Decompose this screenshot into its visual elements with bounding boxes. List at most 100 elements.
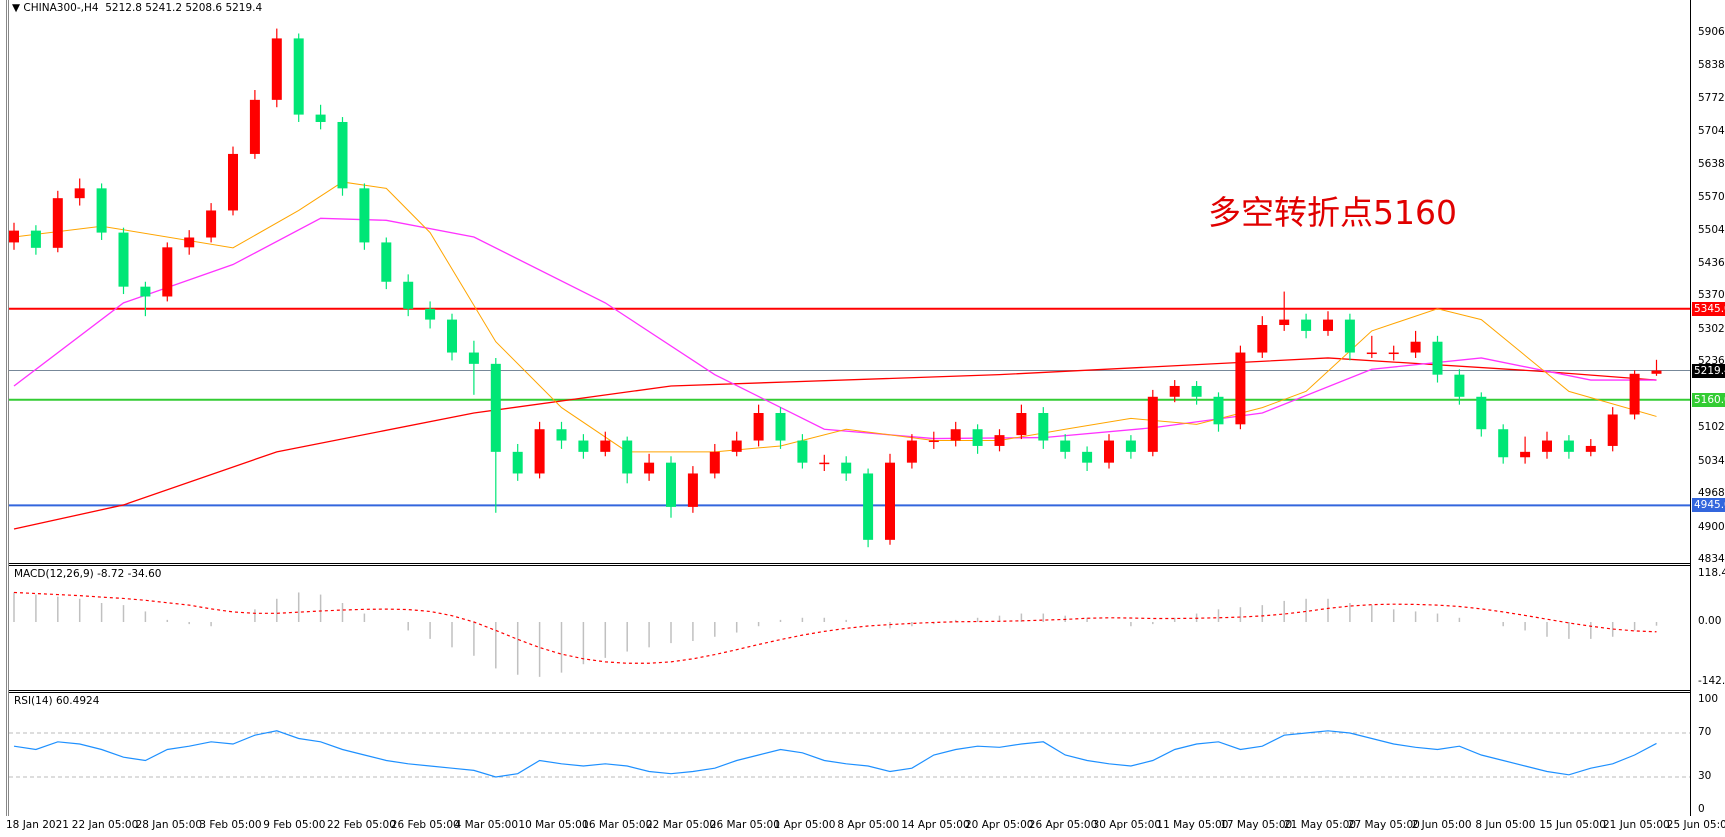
date-axis-label: 16 Mar 05:00: [582, 819, 653, 831]
candle-bearish: [490, 363, 501, 452]
candle-bearish: [972, 429, 983, 446]
candle-bullish: [1651, 370, 1662, 374]
date-axis-label: 26 Mar 05:00: [709, 819, 780, 831]
collapse-triangle-icon[interactable]: ▼: [12, 2, 21, 14]
candle-bullish: [1366, 352, 1377, 355]
candle-bearish: [403, 281, 414, 309]
candle-bearish: [425, 308, 436, 320]
candle-bullish: [950, 429, 961, 441]
candle-bearish: [293, 38, 304, 115]
candle-bullish: [271, 38, 282, 100]
ohlc-readout: 5212.8 5241.2 5208.6 5219.4: [105, 2, 263, 14]
ma-mid-line: [13, 217, 1657, 440]
date-axis-label: 14 Apr 05:00: [901, 819, 970, 831]
candle-bullish: [1235, 352, 1246, 425]
candle-bearish: [337, 121, 348, 189]
rsi-axis-label: 0: [1698, 803, 1705, 815]
candle-bearish: [1125, 440, 1136, 452]
price-axis-label: 4900.0: [1698, 520, 1725, 533]
candle-bullish: [1542, 440, 1552, 452]
rsi-axis-label: 30: [1698, 770, 1712, 782]
date-axis-label: 11 May 05:00: [1156, 819, 1229, 831]
candle-bearish: [1082, 451, 1093, 463]
price-axis-label: 5370.0: [1698, 289, 1725, 302]
price-tag-support[interactable]: 4945.0: [1692, 498, 1725, 513]
price-axis-label: 5436.0: [1698, 257, 1725, 270]
price-tag-resistance[interactable]: 5345.0: [1692, 301, 1725, 316]
candle-bearish: [666, 462, 676, 507]
date-axis-label: 22 Feb 05:00: [327, 819, 396, 831]
candle-bearish: [1432, 341, 1443, 375]
rsi-title: RSI(14) 60.4924: [14, 695, 100, 707]
macd-axis-label: 118.47: [1698, 567, 1725, 579]
candle-bearish: [1476, 396, 1487, 430]
date-axis-label: 8 Apr 05:00: [837, 819, 900, 831]
candle-bearish: [118, 232, 129, 287]
macd-axis-label: -142.8: [1698, 675, 1725, 688]
candle-bullish: [9, 230, 19, 243]
price-axis-label: 5838.0: [1698, 59, 1725, 72]
candle-bullish: [885, 462, 895, 540]
candle-bearish: [381, 242, 392, 282]
date-axis-label: 22 Jan 05:00: [71, 819, 139, 831]
candle-bullish: [1016, 413, 1027, 436]
candle-bullish: [1169, 385, 1180, 397]
price-axis-label: 4968.0: [1698, 487, 1725, 500]
candle-bearish: [96, 188, 107, 233]
price-axis-label: 5570.0: [1698, 191, 1725, 204]
date-axis-label: 3 Feb 05:00: [199, 819, 262, 831]
price-axis-label: 5704.0: [1698, 125, 1725, 138]
chart-window: [6, 0, 1692, 816]
date-axis-label: 25 Jun 05:00: [1666, 819, 1725, 831]
candle-bearish: [556, 429, 567, 441]
date-axis-label: 2 Jun 05:00: [1411, 819, 1472, 831]
price-axis-label: 5302.0: [1698, 322, 1725, 335]
price-axis-label: 5906.0: [1698, 26, 1725, 38]
candle-bullish: [906, 440, 917, 463]
chart-canvas[interactable]: [0, 0, 1691, 816]
price-tag-current: 5219.4: [1692, 363, 1725, 378]
date-axis-label: 26 Apr 05:00: [1028, 819, 1098, 831]
date-axis-label: 26 Feb 05:00: [390, 819, 460, 831]
candle-bullish: [731, 440, 742, 452]
macd-signal-line: [13, 591, 1657, 664]
candle-bearish: [797, 440, 808, 463]
candle-bearish: [1038, 413, 1049, 441]
macd-axis-label: 0.00: [1698, 615, 1722, 627]
chart-header: ▼ CHINA300-,H4 5212.8 5241.2 5208.6 5219…: [12, 2, 262, 14]
price-axis-label: 4834.0: [1698, 552, 1725, 565]
candle-bullish: [1585, 445, 1596, 452]
price-axis-label: 5638.0: [1698, 157, 1725, 170]
candle-bullish: [994, 435, 1005, 446]
candle-bullish: [1104, 440, 1114, 463]
candle-bullish: [928, 440, 939, 443]
date-axis-label: 10 Mar 05:00: [518, 819, 589, 831]
date-axis-label: 18 Jan 2021: [6, 819, 69, 831]
candle-bullish: [687, 473, 698, 507]
price-tag-pivot[interactable]: 5160.0: [1692, 392, 1725, 407]
rsi-line: [13, 730, 1657, 778]
candle-bearish: [863, 473, 874, 540]
date-axis-label: 17 May 05:00: [1220, 819, 1293, 831]
candle-bullish: [1257, 325, 1268, 353]
candle-bearish: [1454, 374, 1465, 397]
candle-bullish: [1323, 319, 1333, 331]
date-axis-label: 15 Jun 05:00: [1539, 819, 1606, 831]
price-axis-label: 5034.0: [1698, 454, 1725, 467]
date-axis-label: 4 Mar 05:00: [454, 819, 519, 831]
candle-bearish: [512, 451, 523, 474]
candle-bearish: [622, 440, 633, 474]
candle-bearish: [1191, 385, 1202, 397]
price-axis-label: 5504.0: [1698, 223, 1725, 236]
date-axis-label: 20 Apr 05:00: [965, 819, 1034, 831]
date-axis-label: 1 Apr 05:00: [773, 819, 836, 831]
candle-bearish: [1060, 440, 1071, 452]
candle-bullish: [644, 462, 655, 474]
candle-bearish: [1498, 429, 1509, 458]
candle-bearish: [140, 286, 151, 297]
candle-bullish: [1279, 319, 1290, 326]
date-axis-label: 28 Jan 05:00: [135, 819, 203, 831]
rsi-axis-label: 100: [1698, 693, 1719, 705]
candle-bearish: [1213, 396, 1224, 425]
pivot-annotation: 多空转折点5160: [1208, 193, 1457, 232]
